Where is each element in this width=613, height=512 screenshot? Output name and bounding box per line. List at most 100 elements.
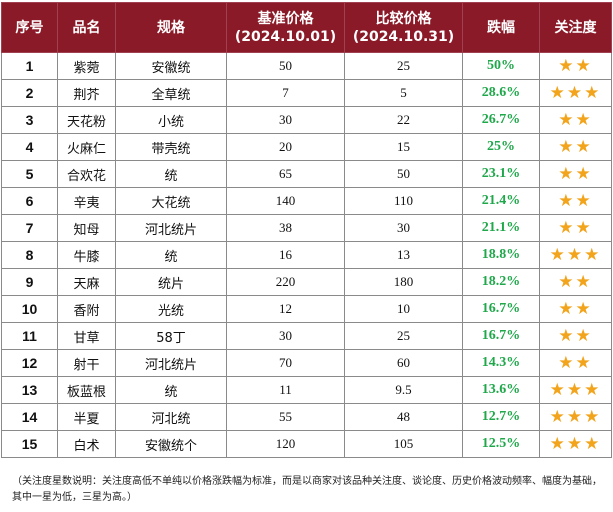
cell-change: 12.7% [462,403,540,431]
header-base-price-label: 基准价格 [257,10,314,27]
cell-change: 18.2% [462,268,540,296]
table-header: 序号 品名 规格 基准价格 (2024.10.01) 比较价格 (2024.10… [1,2,612,53]
cell-name: 射干 [57,349,116,377]
cell-seq: 1 [1,52,58,80]
cell-name: 香附 [57,295,116,323]
attention-stars-icon: ★★★ [539,376,612,404]
cell-change: 12.5% [462,430,540,458]
table-row: 1 紫菀 安徽统 50 25 50% ★★ [1,52,612,80]
attention-stars-icon: ★★ [539,160,612,188]
cell-seq: 11 [1,322,58,350]
cell-change: 21.1% [462,214,540,242]
attention-stars-icon: ★★ [539,268,612,296]
cell-seq: 14 [1,403,58,431]
attention-stars-icon: ★★ [539,295,612,323]
attention-stars-icon: ★★★ [539,403,612,431]
table-row: 4 火麻仁 带壳统 20 15 25% ★★ [1,133,612,161]
header-row: 序号 品名 规格 基准价格 (2024.10.01) 比较价格 (2024.10… [1,2,612,53]
table-row: 8 牛膝统 16 13 18.8% ★★★ [1,241,612,269]
cell-spec: 统片 [115,268,227,296]
table-row: 7 知母 河北统片 38 30 21.1% ★★ [1,214,612,242]
cell-compare-price: 60 [344,349,463,377]
cell-spec: 大花统 [115,187,227,215]
cell-compare-price: 25 [344,52,463,80]
cell-name: 辛夷 [57,187,116,215]
cell-seq: 8 [1,241,58,269]
cell-seq: 10 [1,295,58,323]
cell-spec: 统 [115,160,227,188]
cell-compare-price: 110 [344,187,463,215]
cell-name: 牛膝 [57,241,116,269]
cell-spec: 安徽统个 [115,430,227,458]
cell-change: 28.6% [462,79,540,107]
header-spec: 规格 [115,2,227,53]
cell-compare-price: 25 [344,322,463,350]
cell-change: 13.6% [462,376,540,404]
cell-seq: 5 [1,160,58,188]
cell-change: 25% [462,133,540,161]
cell-name: 白术 [57,430,116,458]
cell-spec: 河北统片 [115,214,227,242]
cell-name: 板蓝根 [57,376,116,404]
attention-stars-icon: ★★ [539,133,612,161]
table-row: 5 合欢花统 65 50 23.1% ★★ [1,160,612,188]
cell-compare-price: 50 [344,160,463,188]
cell-compare-price: 105 [344,430,463,458]
attention-stars-icon: ★★ [539,187,612,215]
cell-base-price: 70 [226,349,345,377]
cell-compare-price: 22 [344,106,463,134]
cell-spec: 统 [115,241,227,269]
cell-change: 26.7% [462,106,540,134]
cell-compare-price: 48 [344,403,463,431]
cell-spec: 河北统 [115,403,227,431]
header-change: 跌幅 [462,2,540,53]
cell-spec: 小统 [115,106,227,134]
attention-note: （关注度星数说明：关注度高低不单纯以价格涨跌幅为标准，而是以商家对该品种关注度、… [12,476,602,503]
table-row: 12 射干 河北统片 70 60 14.3% ★★ [1,349,612,377]
cell-name: 知母 [57,214,116,242]
cell-compare-price: 13 [344,241,463,269]
cell-name: 合欢花 [57,160,116,188]
header-compare-price-label: 比较价格 [375,10,432,27]
table-row: 11 甘草 58丁 30 25 16.7% ★★ [1,322,612,350]
cell-base-price: 30 [226,106,345,134]
cell-seq: 4 [1,133,58,161]
table-row: 14 半夏 河北统 55 48 12.7% ★★★ [1,403,612,431]
cell-compare-price: 10 [344,295,463,323]
table-row: 9 天麻 统片 220 180 18.2% ★★ [1,268,612,296]
cell-spec: 带壳统 [115,133,227,161]
cell-seq: 13 [1,376,58,404]
table-row: 13 板蓝根统 11 9.5 13.6% ★★★ [1,376,612,404]
cell-compare-price: 5 [344,79,463,107]
cell-seq: 9 [1,268,58,296]
cell-base-price: 65 [226,160,345,188]
attention-stars-icon: ★★ [539,214,612,242]
cell-name: 火麻仁 [57,133,116,161]
cell-seq: 3 [1,106,58,134]
attention-stars-icon: ★★ [539,52,612,80]
cell-seq: 12 [1,349,58,377]
cell-spec: 安徽统 [115,52,227,80]
table-body: 1 紫菀 安徽统 50 25 50% ★★ 2 荆芥 全草统 7 5 28.6% ★★★ 3 天花粉 小统 30 2… [1,52,612,458]
cell-base-price: 120 [226,430,345,458]
header-compare-price-date: (2024.10.31) [352,28,455,45]
table-row: 10 香附 光统 12 10 16.7% ★★ [1,295,612,323]
cell-change: 50% [462,52,540,80]
header-name: 品名 [57,2,116,53]
cell-base-price: 38 [226,214,345,242]
cell-compare-price: 15 [344,133,463,161]
cell-spec: 58丁 [115,322,227,350]
cell-compare-price: 180 [344,268,463,296]
attention-stars-icon: ★★ [539,349,612,377]
header-seq: 序号 [1,2,58,53]
cell-base-price: 20 [226,133,345,161]
cell-spec: 全草统 [115,79,227,107]
attention-stars-icon: ★★★ [539,241,612,269]
cell-base-price: 220 [226,268,345,296]
cell-name: 荆芥 [57,79,116,107]
attention-stars-icon: ★★ [539,106,612,134]
attention-stars-icon: ★★ [539,322,612,350]
cell-seq: 2 [1,79,58,107]
cell-seq: 15 [1,430,58,458]
header-base-price: 基准价格 (2024.10.01) [226,2,345,53]
